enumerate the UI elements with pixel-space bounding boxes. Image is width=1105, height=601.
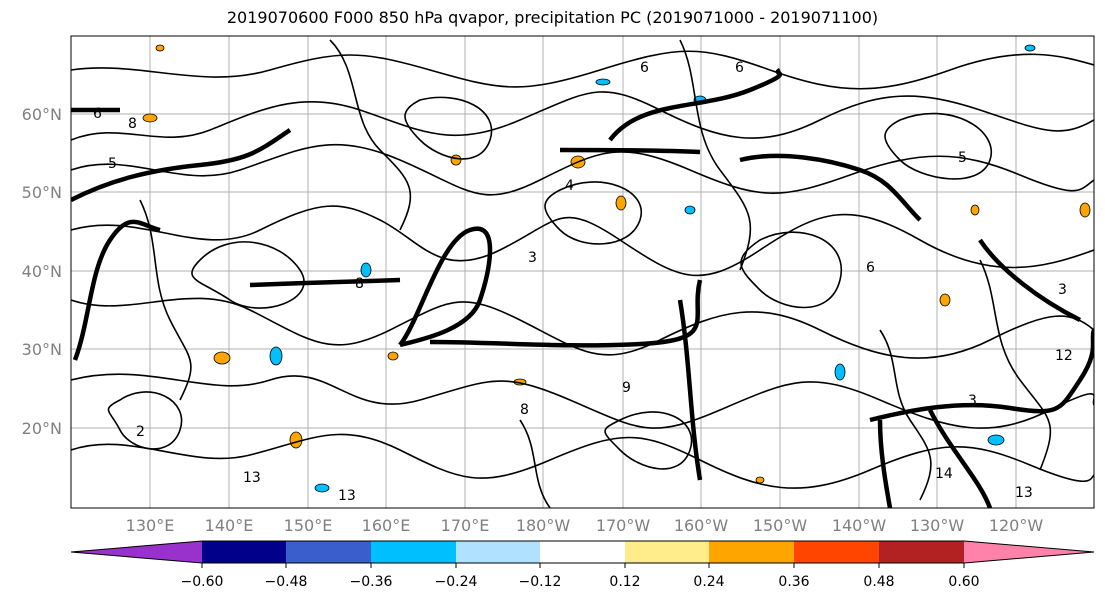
colorbar-swatch	[371, 541, 456, 563]
colorbar-swatch	[540, 541, 625, 563]
colorbar: −0.60 −0.48 −0.36 −0.24 −0.12 0.12 0.24 …	[70, 540, 1095, 590]
map-background	[71, 36, 1094, 508]
contour-label: 12	[1055, 348, 1073, 364]
lon-label: 160°W	[674, 516, 729, 535]
precipitation-shading	[142, 44, 1091, 493]
latitude-labels: 60°N 50°N 40°N 30°N 20°N	[22, 105, 62, 438]
contour-label: 5	[108, 156, 117, 172]
lon-label: 180°W	[516, 516, 571, 535]
colorbar-tick-label: 0.48	[863, 574, 894, 590]
lon-label: 170°E	[441, 516, 490, 535]
colorbar-swatch	[625, 541, 709, 563]
colorbar-tick-label: 0.12	[609, 574, 640, 590]
longitude-labels: 130°E 140°E 150°E 160°E 170°E 180°W 170°…	[126, 516, 1044, 535]
qvapor-contours	[71, 39, 1094, 508]
colorbar-tick-label: 0.36	[778, 574, 809, 590]
lon-label: 140°W	[832, 516, 887, 535]
contour-label: 4	[565, 178, 574, 194]
map-frame	[70, 35, 1095, 509]
colorbar-tick-label: −0.36	[350, 574, 393, 590]
lon-label: 120°W	[989, 516, 1044, 535]
map-title: 2019070600 F000 850 hPa qvapor, precipit…	[226, 8, 879, 27]
contour-label: 13	[1015, 485, 1033, 501]
contour-label: 6	[93, 106, 102, 122]
contour-label: 3	[968, 393, 977, 409]
contour-label: 13	[338, 488, 356, 504]
colorbar-tick-label: 0.60	[948, 574, 979, 590]
colorbar-tick-labels: −0.60 −0.48 −0.36 −0.24 −0.12 0.12 0.24 …	[181, 574, 980, 590]
lat-label: 50°N	[22, 183, 62, 202]
contour-label: 8	[520, 402, 529, 418]
colorbar-swatch	[794, 541, 879, 563]
lon-label: 150°E	[284, 516, 333, 535]
contour-label: 5	[958, 150, 967, 166]
contour-label: 2	[136, 424, 145, 440]
lon-label: 130°W	[910, 516, 965, 535]
colorbar-swatch	[879, 541, 964, 563]
colorbar-swatch	[456, 541, 540, 563]
lon-label: 140°E	[205, 516, 254, 535]
contour-label: 14	[935, 466, 953, 482]
contour-label: 13	[243, 470, 261, 486]
lat-label: 30°N	[22, 340, 62, 359]
lon-label: 170°W	[596, 516, 651, 535]
lat-label: 20°N	[22, 419, 62, 438]
contour-label: 8	[355, 276, 364, 292]
contour-label: 6	[866, 260, 875, 276]
colorbar-swatch	[202, 541, 286, 563]
colorbar-swatch	[709, 541, 794, 563]
bold-contours	[71, 67, 1094, 508]
contour-label: 9	[622, 380, 631, 396]
contour-label: 6	[735, 60, 744, 76]
lon-label: 150°W	[753, 516, 808, 535]
contour-label: 8	[128, 116, 137, 132]
colorbar-ticks	[201, 563, 965, 568]
colorbar-tick-label: −0.24	[435, 574, 478, 590]
contour-label: 6	[640, 60, 649, 76]
colorbar-tick-label: −0.12	[519, 574, 562, 590]
graticule	[71, 36, 1094, 508]
colorbar-swatches	[70, 540, 1095, 564]
lat-label: 60°N	[22, 105, 62, 124]
colorbar-tick-label: 0.24	[693, 574, 724, 590]
colorbar-extend-min	[71, 541, 202, 563]
colorbar-tick-label: −0.60	[181, 574, 224, 590]
colorbar-extend-max	[964, 541, 1094, 563]
contour-labels: 6 8 5 3 9 13 14 13 3 6 6 13 8 8 6 5 3 4 …	[93, 60, 1073, 504]
contour-label: 3	[528, 250, 537, 266]
lon-label: 130°E	[126, 516, 175, 535]
lat-label: 40°N	[22, 262, 62, 281]
colorbar-tick-label: −0.48	[265, 574, 308, 590]
colorbar-swatch	[286, 541, 371, 563]
lon-label: 160°E	[362, 516, 411, 535]
contour-label: 3	[1058, 282, 1067, 298]
